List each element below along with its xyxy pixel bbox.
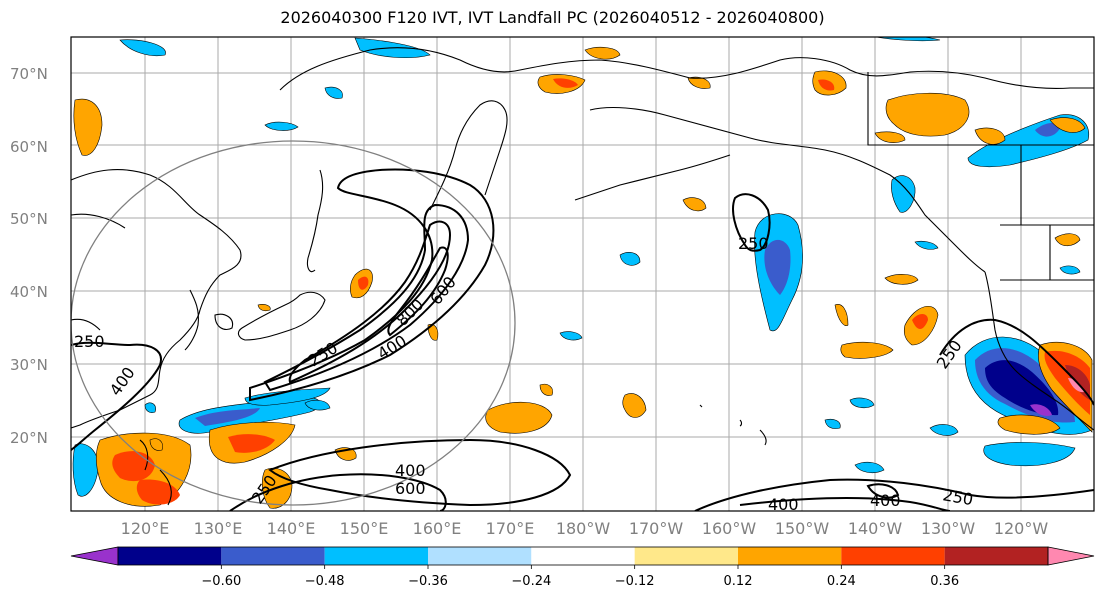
lon-label: 160°W <box>702 519 757 538</box>
colorbar-segment <box>738 547 842 565</box>
colorbar-tick-label: 0.12 <box>724 574 753 589</box>
lat-label-60n: 60°N <box>10 138 48 156</box>
coastlines <box>71 47 1094 506</box>
colorbar-extend-min <box>70 546 119 566</box>
lon-label: 170°W <box>629 519 684 538</box>
colorbar-tick-label: 0.24 <box>827 574 856 589</box>
colorbar-segment <box>634 547 738 565</box>
lat-label-40n: 40°N <box>10 283 48 301</box>
colorbar-segment <box>531 547 635 565</box>
ivt-contours <box>71 168 1094 511</box>
longitude-labels: 120°E 130°E 140°E 150°E 160°E 170°E 180°… <box>121 519 1049 538</box>
colorbar-segment <box>118 547 222 565</box>
colorbar-segment <box>944 547 1048 565</box>
lat-label-20n: 20°N <box>10 429 48 447</box>
map-title: 2026040300 F120 IVT, IVT Landfall PC (20… <box>280 8 825 27</box>
colorbar-tick-label: −0.48 <box>305 574 345 589</box>
colorbar-tick-label: −0.24 <box>511 574 551 589</box>
colorbar-tick-label: −0.60 <box>201 574 241 589</box>
colorbar-tick-label: 0.36 <box>930 574 959 589</box>
lon-label: 180°W <box>556 519 611 538</box>
colorbar-segment <box>221 547 325 565</box>
lon-label: 140°E <box>267 519 316 538</box>
lon-label: 130°E <box>194 519 243 538</box>
colorbar-frame <box>117 546 1049 566</box>
lat-label-30n: 30°N <box>10 356 48 374</box>
contour-label: 250 <box>738 234 769 253</box>
lon-label: 160°E <box>413 519 462 538</box>
contour-label: 250 <box>74 332 105 351</box>
lon-label: 170°E <box>486 519 535 538</box>
negative-anomaly-regions <box>72 37 1093 497</box>
lon-label: 130°W <box>921 519 976 538</box>
colorbar-segment <box>841 547 945 565</box>
colorbar-tick-label: −0.36 <box>408 574 448 589</box>
colorbar-segment <box>428 547 532 565</box>
contour-label: 600 <box>395 479 426 498</box>
lat-label-70n: 70°N <box>10 65 48 83</box>
landfall-radius-circle <box>71 140 516 506</box>
lon-label: 150°W <box>775 519 830 538</box>
colorbar-extend-max <box>1047 546 1095 566</box>
contour-label: 400 <box>768 495 799 514</box>
map-border <box>70 36 1095 512</box>
lon-label: 150°E <box>340 519 389 538</box>
colorbar-tick-label: −0.12 <box>615 574 655 589</box>
colorbar: −0.60 −0.48 −0.36 −0.24 −0.12 0.12 0.24 0.36 <box>70 546 1095 589</box>
lon-label: 120°E <box>121 519 170 538</box>
latitude-labels: 70°N 60°N 50°N 40°N 30°N 20°N <box>10 65 48 447</box>
contour-label: 400 <box>395 461 426 480</box>
lon-label: 120°W <box>994 519 1049 538</box>
contour-label: 400 <box>870 491 901 510</box>
lat-label-50n: 50°N <box>10 210 48 228</box>
colorbar-segment <box>324 547 428 565</box>
lon-label: 140°W <box>848 519 903 538</box>
positive-anomaly-regions <box>73 46 1093 509</box>
